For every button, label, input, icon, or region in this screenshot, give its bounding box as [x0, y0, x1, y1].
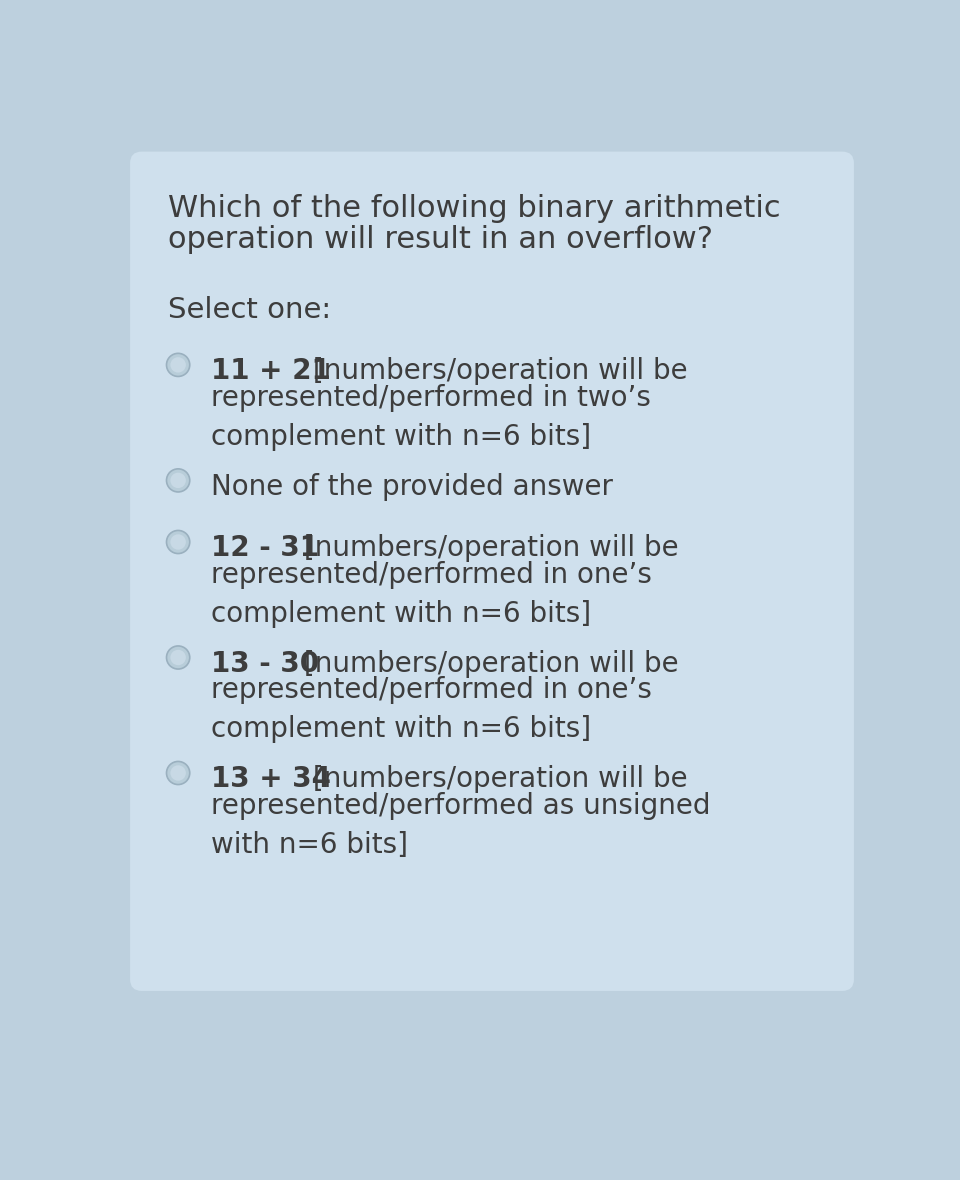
- Circle shape: [170, 473, 186, 489]
- Circle shape: [166, 353, 190, 376]
- Text: Which of the following binary arithmetic: Which of the following binary arithmetic: [168, 194, 780, 223]
- Text: 13 - 30: 13 - 30: [211, 650, 320, 677]
- Text: [numbers/operation will be: [numbers/operation will be: [295, 535, 679, 563]
- Text: Select one:: Select one:: [168, 296, 331, 323]
- Circle shape: [170, 650, 186, 666]
- Circle shape: [170, 766, 186, 781]
- Text: operation will result in an overflow?: operation will result in an overflow?: [168, 225, 713, 255]
- Text: represented/performed as unsigned
with n=6 bits]: represented/performed as unsigned with n…: [211, 792, 711, 859]
- Text: [numbers/operation will be: [numbers/operation will be: [296, 650, 679, 677]
- Text: [numbers/operation will be: [numbers/operation will be: [304, 766, 688, 793]
- Text: 11 + 21: 11 + 21: [211, 358, 331, 385]
- Circle shape: [170, 535, 186, 550]
- Circle shape: [166, 468, 190, 492]
- Text: [numbers/operation will be: [numbers/operation will be: [304, 358, 688, 385]
- Text: represented/performed in one’s
complement with n=6 bits]: represented/performed in one’s complemen…: [211, 676, 653, 743]
- FancyBboxPatch shape: [130, 151, 854, 991]
- Text: represented/performed in two’s
complement with n=6 bits]: represented/performed in two’s complemen…: [211, 384, 651, 451]
- Text: 13 + 34: 13 + 34: [211, 766, 331, 793]
- Circle shape: [166, 645, 190, 669]
- Circle shape: [166, 761, 190, 785]
- Text: 12 - 31: 12 - 31: [211, 535, 320, 563]
- Circle shape: [170, 358, 186, 373]
- Text: represented/performed in one’s
complement with n=6 bits]: represented/performed in one’s complemen…: [211, 560, 653, 628]
- Circle shape: [166, 531, 190, 553]
- Text: None of the provided answer: None of the provided answer: [211, 473, 613, 500]
